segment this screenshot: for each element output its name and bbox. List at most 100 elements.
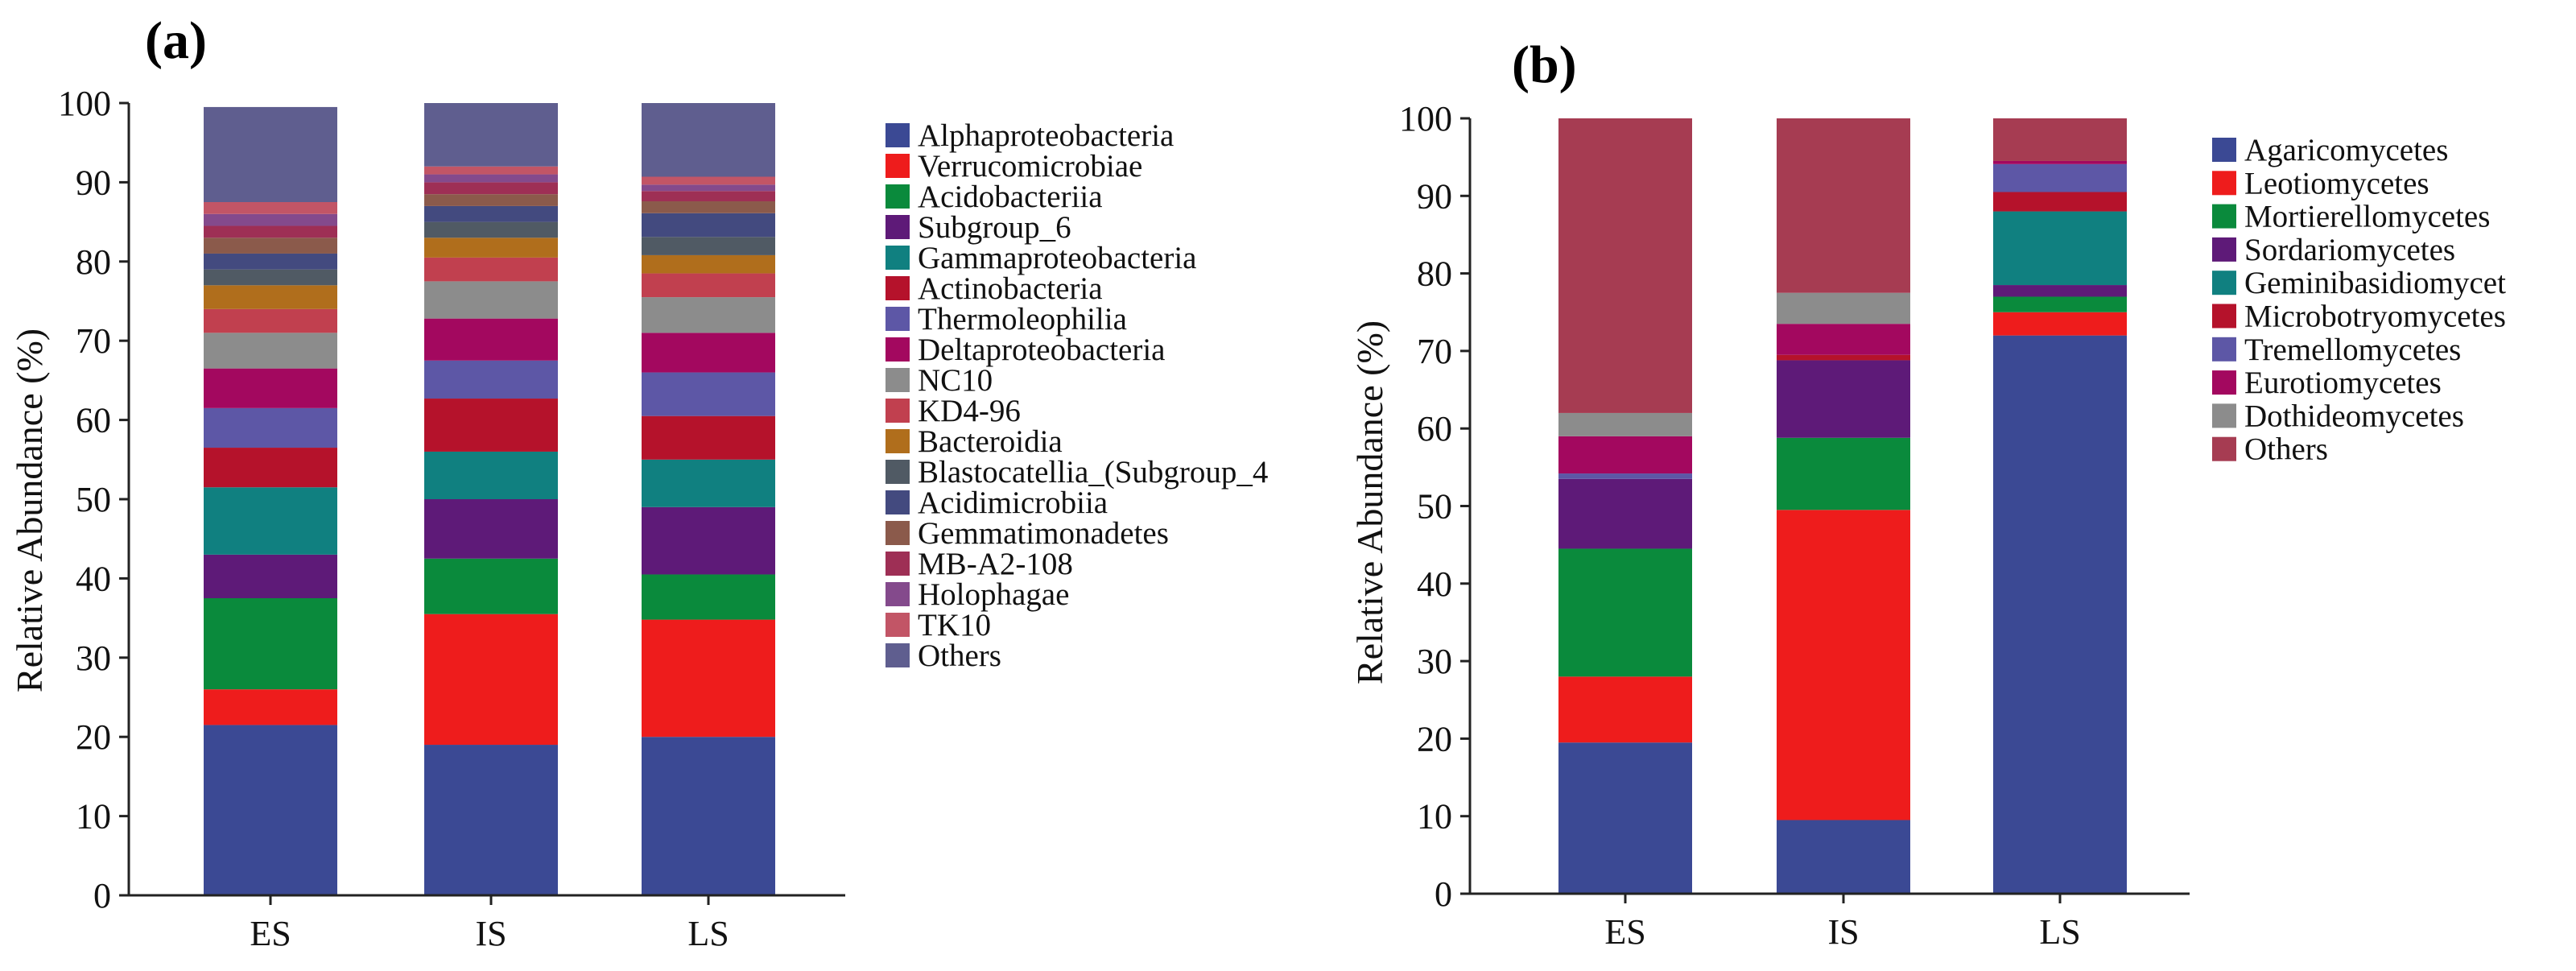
panel-a-y-tick-label: 90 <box>76 163 111 202</box>
panel-a-bar-segment <box>642 254 775 274</box>
panel-b-bar-segment <box>1777 292 1910 324</box>
panel-b-x-ticks: ES IS LS <box>1604 894 2081 952</box>
panel-a-legend-swatch <box>886 399 910 423</box>
panel-b-legend-label: Eurotiomycetes <box>2244 366 2442 400</box>
panel-b-bar-segment <box>1993 285 2127 297</box>
panel-a-bar-segment <box>204 202 337 214</box>
panel-a-legend-swatch <box>886 552 910 576</box>
panel-b-bar-segment <box>1993 118 2127 161</box>
panel-b-bar-segment <box>1558 742 1692 894</box>
panel-b-y-ticks: 0 10 20 30 40 50 60 70 80 90 100 <box>1399 99 1470 914</box>
panel-a-legend-label: Others <box>918 638 1001 673</box>
panel-b-legend-swatch <box>2212 403 2236 428</box>
panel-a-bar-segment <box>642 415 775 460</box>
panel-a-legend-swatch <box>886 613 910 637</box>
panel-a-legend-swatch <box>886 154 910 178</box>
panel-a-bar-segment <box>424 257 558 282</box>
panel-b-legend-swatch <box>2212 171 2236 196</box>
panel-b-y-tick-label: 10 <box>1417 797 1452 837</box>
panel-b-bar-segment <box>1993 312 2127 336</box>
panel-a-bar-segment <box>642 213 775 238</box>
panel-a-bar-segment <box>424 558 558 614</box>
panel-a-bar-segment <box>424 360 558 399</box>
panel-a-bar-segment <box>204 225 337 238</box>
panel-a-legend-label: Actinobacteria <box>918 271 1103 306</box>
panel-a-bar-segment <box>642 103 775 177</box>
panel-a-bar-segment <box>642 619 775 738</box>
panel-a-y-axis-title: Relative Abundance (%) <box>9 328 50 692</box>
panel-a-bar-segment <box>642 176 775 185</box>
panel-a-bars <box>204 103 775 895</box>
panel-b-y-tick-label: 90 <box>1417 176 1452 216</box>
panel-a-bar-segment <box>424 238 558 258</box>
panel-a-y-tick-label: 80 <box>76 242 111 282</box>
panel-a-legend-label: KD4-96 <box>918 394 1021 428</box>
panel-a-legend-label: Holophagae <box>918 577 1069 612</box>
panel-a-bar-segment <box>642 201 775 213</box>
panel-a-legend-swatch <box>886 521 910 545</box>
panel-a-bar-segment <box>642 372 775 416</box>
panel-b-legend-label: Microbotryomycetes <box>2244 300 2506 334</box>
panel-a-bar-segment <box>424 318 558 361</box>
panel-b-bar-segment <box>1777 354 1910 361</box>
panel-a-label: (a) <box>145 11 207 70</box>
panel-a-legend-label: Thermoleophilia <box>918 302 1127 337</box>
panel-a-legend-label: Deltaproteobacteria <box>918 333 1166 367</box>
panel-a-bar-segment <box>424 399 558 452</box>
panel-a-bar-segment <box>204 285 337 309</box>
panel-b-legend-swatch <box>2212 304 2236 328</box>
panel-b-bar-segment <box>1777 510 1910 820</box>
panel-a-bar-segment <box>642 459 775 507</box>
panel-b-bar-segment <box>1993 211 2127 286</box>
panel-a-legend-label: Gammaproteobacteria <box>918 241 1197 275</box>
panel-a-bar-segment <box>424 451 558 499</box>
panel-a-legend-swatch <box>886 337 910 362</box>
panel-b-legend-label: Dothideomycetes <box>2244 399 2464 433</box>
panel-a-axes <box>127 103 845 897</box>
panel-a-legend-label: Alphaproteobacteria <box>918 118 1174 153</box>
panel-b-legend-swatch <box>2212 237 2236 262</box>
panel-a-bar-segment <box>204 269 337 286</box>
panel-a-x-tick-label: IS <box>475 914 506 953</box>
panel-b-label: (b) <box>1512 35 1577 94</box>
panel-a-bar-segment <box>642 737 775 895</box>
panel-a-bar-segment <box>204 213 337 226</box>
panel-a-legend-swatch <box>886 368 910 392</box>
panel-a-y-tick-label: 30 <box>76 638 111 678</box>
panel-b-legend: AgaricomycetesLeotiomycetesMortierellomy… <box>2212 133 2506 467</box>
panel-a-x-tick-label: LS <box>687 914 729 953</box>
panel-a-legend-swatch <box>886 460 910 484</box>
panel-a-y-tick-label: 0 <box>93 876 111 915</box>
panel-b-y-tick-label: 50 <box>1417 487 1452 527</box>
panel-a-bar-segment <box>642 506 775 575</box>
panel-a-bar-segment <box>642 237 775 255</box>
panel-b-legend-swatch <box>2212 138 2236 162</box>
panel-a-y-tick-label: 100 <box>58 84 111 123</box>
panel-b-legend-label: Tremellomycetes <box>2244 333 2461 367</box>
panel-a-bar-segment <box>424 194 558 206</box>
panel-a-bar-segment <box>424 614 558 746</box>
panel-b-y-tick-label: 100 <box>1399 99 1452 138</box>
panel-b-legend-label: Leotiomycetes <box>2244 166 2429 200</box>
panel-a-legend-label: Acidobacteriia <box>918 180 1103 214</box>
panel-b-y-tick-label: 0 <box>1435 874 1452 914</box>
panel-a-bar-segment <box>642 273 775 298</box>
panel-a-legend-label: TK10 <box>918 608 991 643</box>
panel-a-legend: AlphaproteobacteriaVerrucomicrobiaeAcido… <box>886 118 1268 673</box>
panel-a-y-tick-label: 40 <box>76 559 111 598</box>
panel-b-y-tick-label: 70 <box>1417 332 1452 371</box>
panel-a-legend-swatch <box>886 582 910 606</box>
panel-a-legend-label: Blastocatellia_(Subgroup_4 <box>918 455 1268 490</box>
panel-b-y-axis-title: Relative Abundance (%) <box>1349 320 1390 684</box>
panel-b-bar-segment <box>1558 118 1692 413</box>
panel-a-bar-segment <box>204 333 337 369</box>
panel-b-bar-segment <box>1558 412 1692 436</box>
panel-b-legend-label: Geminibasidiomycet <box>2244 266 2506 300</box>
panel-b-bar-segment <box>1777 360 1910 438</box>
panel-b-axes <box>1468 118 2190 895</box>
panel-a-legend-swatch <box>886 490 910 514</box>
panel-b-bar-segment <box>1558 676 1692 743</box>
panel-b-y-tick-label: 60 <box>1417 409 1452 448</box>
panel-a-y-tick-label: 70 <box>76 321 111 361</box>
panel-a-legend-label: Subgroup_6 <box>918 210 1071 245</box>
